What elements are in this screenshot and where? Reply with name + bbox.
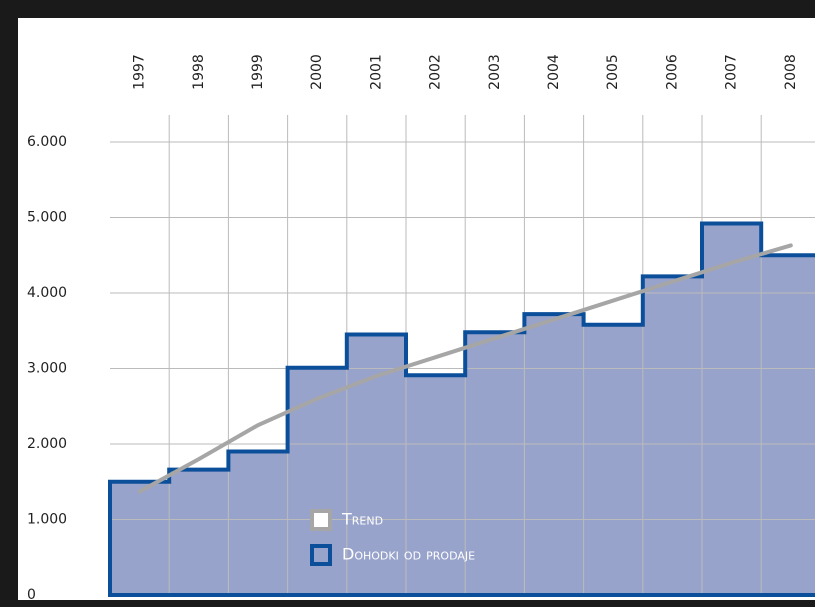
area-step bbox=[406, 375, 466, 595]
y-tick-label: 6.000 bbox=[27, 134, 67, 150]
x-tick-label: 2005 bbox=[605, 54, 621, 90]
y-tick-label: 5.000 bbox=[27, 210, 67, 226]
step-outline bbox=[108, 221, 815, 597]
x-tick-label: 2008 bbox=[783, 54, 799, 90]
area-step bbox=[110, 481, 170, 595]
x-tick-label: 1999 bbox=[250, 54, 266, 90]
x-tick-label: 2001 bbox=[368, 54, 384, 90]
x-tick-label: 2003 bbox=[487, 54, 503, 90]
y-tick-label: 1.000 bbox=[27, 512, 67, 528]
area-step bbox=[169, 469, 229, 595]
area-step bbox=[583, 324, 644, 595]
area-step bbox=[524, 314, 585, 595]
y-tick-label: 2.000 bbox=[27, 436, 67, 452]
x-tick-label: 2002 bbox=[428, 54, 444, 90]
area-step bbox=[761, 255, 815, 595]
legend-swatch bbox=[310, 544, 332, 566]
area-step bbox=[465, 332, 525, 595]
x-tick-label: 1997 bbox=[132, 54, 148, 90]
legend-swatch bbox=[310, 509, 332, 531]
x-tick-label: 2000 bbox=[309, 54, 325, 90]
area-step bbox=[702, 223, 762, 596]
legend-label: Dohodki od prodaje bbox=[342, 545, 475, 564]
x-tick-label: 2004 bbox=[546, 54, 562, 90]
y-tick-label: 4.000 bbox=[27, 285, 67, 301]
x-tick-label: 2007 bbox=[724, 54, 740, 90]
area-step bbox=[642, 276, 703, 595]
legend-label: Trend bbox=[341, 510, 383, 529]
x-tick-label: 2006 bbox=[664, 54, 680, 90]
area-step bbox=[228, 451, 289, 595]
x-tick-label: 1998 bbox=[191, 54, 207, 90]
y-tick-label: 0 bbox=[27, 587, 36, 603]
y-tick-label: 3.000 bbox=[27, 361, 67, 377]
trend-line bbox=[137, 243, 793, 494]
